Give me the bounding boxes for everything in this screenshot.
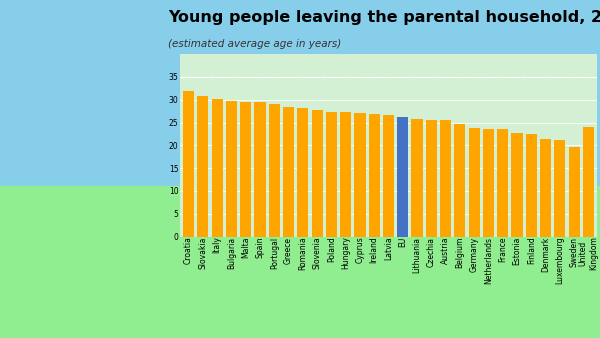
Bar [526,135,537,237]
Bar [340,113,351,237]
Bar [569,147,580,237]
Bar [383,115,394,237]
Bar [412,119,422,237]
Bar [397,117,409,237]
Bar [326,112,337,237]
Bar [183,91,194,237]
Bar [197,96,208,237]
Bar [426,120,437,237]
Bar [483,129,494,237]
Bar [212,99,223,237]
Bar [583,127,594,237]
Bar [254,102,266,237]
Bar [368,114,380,237]
Bar [226,101,237,237]
Bar [497,129,508,237]
Bar [240,101,251,237]
Text: Young people leaving the parental household, 2019: Young people leaving the parental househ… [168,10,600,25]
Text: (estimated average age in years): (estimated average age in years) [168,39,341,49]
Bar [440,120,451,237]
Bar [454,124,466,237]
Bar [269,104,280,237]
Bar [283,106,294,237]
Bar [469,128,480,237]
Bar [540,139,551,237]
Bar [554,140,565,237]
Bar [355,113,365,237]
Bar [297,108,308,237]
Bar [311,110,323,237]
Bar [511,132,523,237]
